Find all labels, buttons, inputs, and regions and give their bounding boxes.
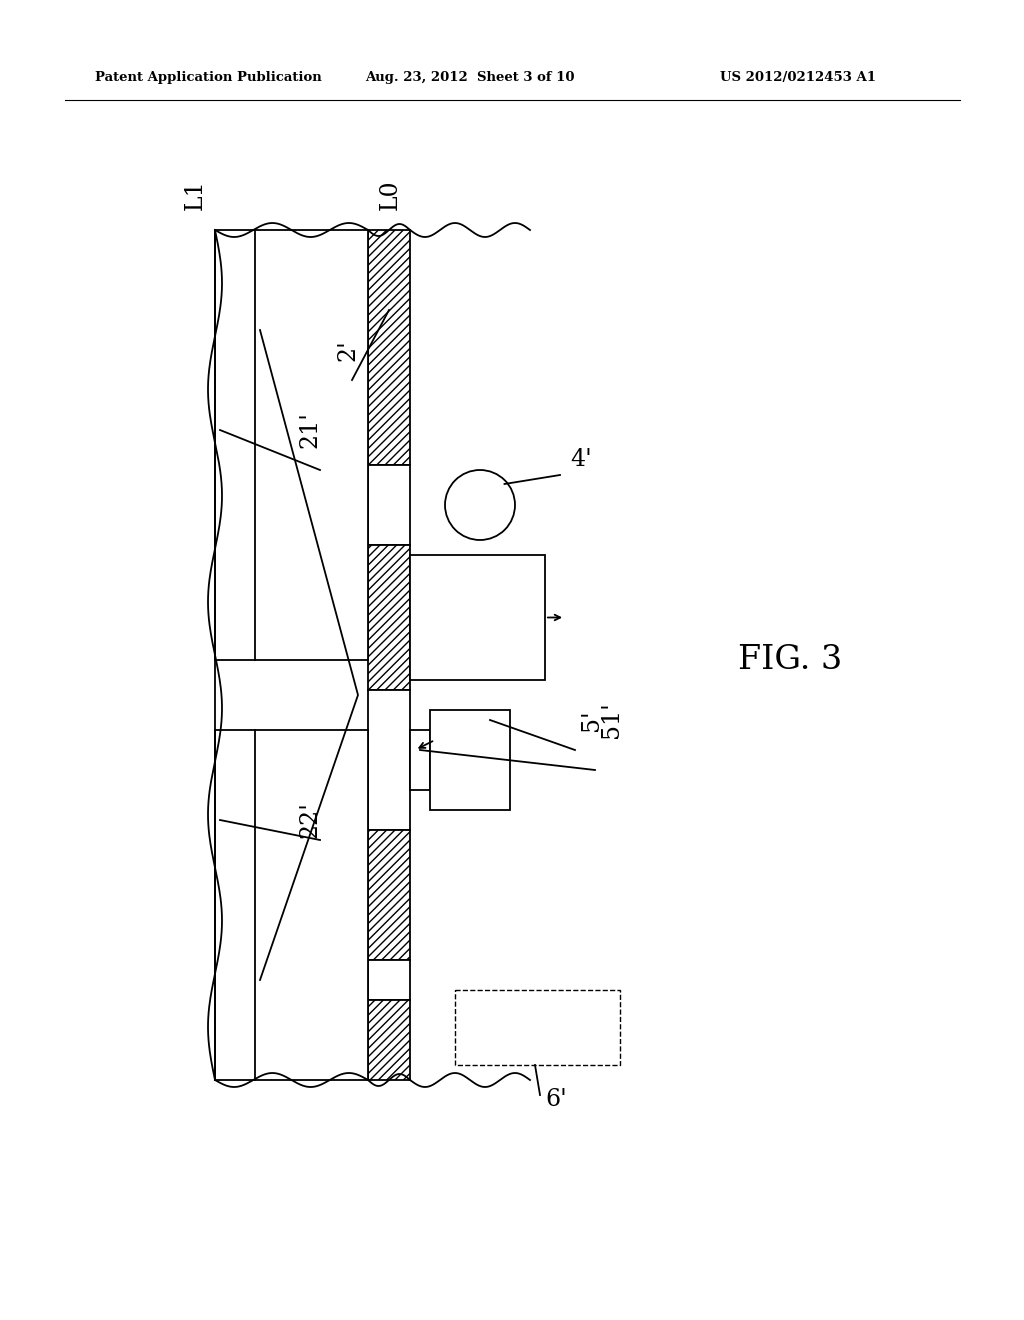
Text: 2': 2' xyxy=(337,339,359,360)
Text: 21': 21' xyxy=(299,412,322,449)
Text: 4': 4' xyxy=(570,449,592,471)
Text: Aug. 23, 2012  Sheet 3 of 10: Aug. 23, 2012 Sheet 3 of 10 xyxy=(365,71,574,84)
Circle shape xyxy=(445,470,515,540)
Bar xyxy=(430,710,510,810)
Text: US 2012/0212453 A1: US 2012/0212453 A1 xyxy=(720,71,876,84)
Bar xyxy=(215,230,368,660)
Bar xyxy=(368,1001,410,1080)
Bar xyxy=(368,230,410,465)
Bar xyxy=(368,465,410,545)
Text: L0: L0 xyxy=(379,180,401,210)
Bar xyxy=(368,545,410,690)
Text: Patent Application Publication: Patent Application Publication xyxy=(95,71,322,84)
Text: L1: L1 xyxy=(183,180,207,210)
Bar xyxy=(410,554,545,680)
Bar xyxy=(455,990,620,1065)
Bar xyxy=(368,830,410,960)
Text: FIG. 3: FIG. 3 xyxy=(738,644,842,676)
Text: 5': 5' xyxy=(580,709,603,731)
Bar xyxy=(368,690,410,830)
Bar xyxy=(410,730,430,789)
Text: 22': 22' xyxy=(299,801,322,838)
Bar xyxy=(368,960,410,1001)
Text: 51': 51' xyxy=(600,702,623,738)
Bar xyxy=(215,730,368,1080)
Text: 6': 6' xyxy=(545,1089,566,1111)
